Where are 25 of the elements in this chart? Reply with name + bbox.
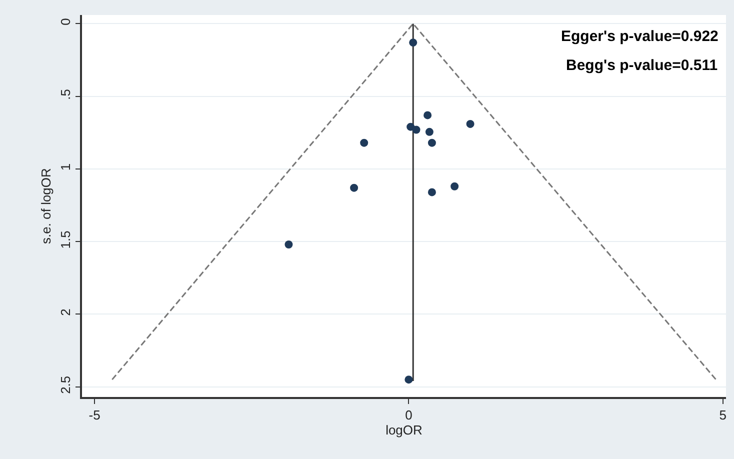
annotation: Egger's p-value=0.922 (561, 28, 718, 45)
x-tick-label: 5 (719, 407, 726, 422)
point (424, 111, 432, 120)
annotation: Begg's p-value=0.511 (566, 57, 718, 74)
point (284, 240, 293, 248)
point (466, 120, 474, 128)
x-tick-label: -5 (88, 407, 100, 422)
point (360, 138, 368, 147)
y-tick-label: 2.5 (58, 376, 74, 394)
x-tick-label: 0 (405, 407, 412, 422)
point (404, 376, 413, 384)
y-tick-label: 0 (58, 18, 74, 26)
y-tick-label: 2 (58, 308, 74, 316)
y-axis-title: s.e. of logOR (38, 168, 54, 244)
y-tick-label: 1.5 (58, 230, 74, 249)
point (428, 188, 436, 196)
x-axis-title: logOR (386, 422, 422, 438)
point (428, 138, 436, 147)
point (425, 128, 434, 136)
point (412, 126, 420, 134)
point (350, 184, 358, 192)
y-tick-label: .5 (58, 88, 74, 100)
y-tick-label: 1 (58, 163, 74, 171)
point (450, 182, 459, 190)
point (409, 38, 418, 47)
